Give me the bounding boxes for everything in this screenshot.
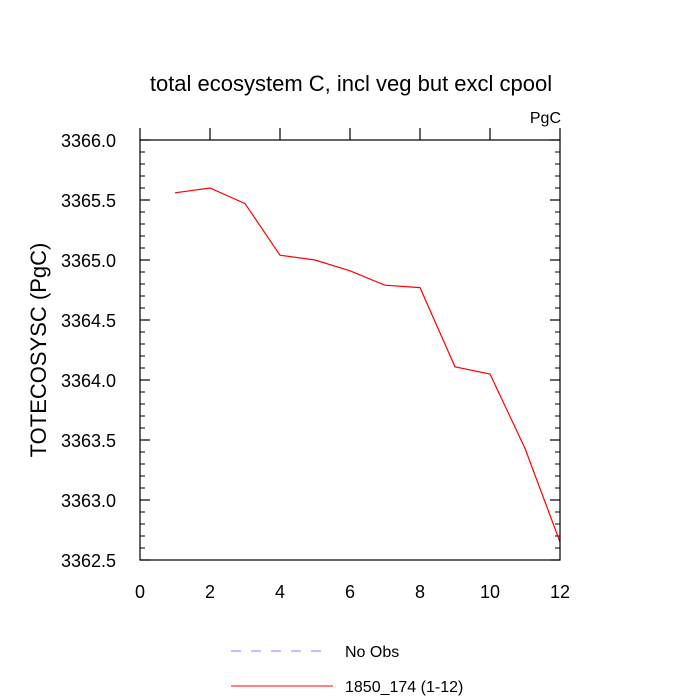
y-ticks bbox=[140, 139, 560, 561]
y-tick-label: 3362.5 bbox=[61, 551, 116, 571]
y-tick-label: 3363.0 bbox=[61, 491, 116, 511]
x-tick-labels: 0 2 4 6 8 10 12 bbox=[135, 582, 570, 602]
y-tick-label: 3365.0 bbox=[61, 251, 116, 271]
y-tick-labels: 3362.5 3363.0 3363.5 3364.0 3364.5 3365.0 3365… bbox=[61, 131, 116, 571]
x-tick-label: 12 bbox=[550, 582, 570, 602]
y-tick-label: 3363.5 bbox=[61, 431, 116, 451]
series-line-1 bbox=[174, 187, 561, 543]
units-label: PgC bbox=[530, 110, 561, 127]
legend-label-0: No Obs bbox=[345, 644, 399, 661]
x-ticks bbox=[139, 128, 561, 140]
x-tick-label: 0 bbox=[135, 582, 145, 602]
x-tick-label: 10 bbox=[480, 582, 500, 602]
legend: No Obs 1850_174 (1-12) bbox=[231, 644, 463, 696]
y-tick-label: 3366.0 bbox=[61, 131, 116, 151]
x-tick-label: 4 bbox=[275, 582, 285, 602]
y-tick-label: 3364.5 bbox=[61, 311, 116, 331]
y-axis-label: TOTECOSYSC (PgC) bbox=[26, 243, 51, 458]
chart-title: total ecosystem C, incl veg but excl cpo… bbox=[150, 71, 552, 96]
y-tick-label: 3365.5 bbox=[61, 191, 116, 211]
series-layer bbox=[174, 187, 561, 543]
y-tick-label: 3364.0 bbox=[61, 371, 116, 391]
x-tick-label: 8 bbox=[415, 582, 425, 602]
x-tick-label: 6 bbox=[345, 582, 355, 602]
x-tick-label: 2 bbox=[205, 582, 215, 602]
plot-frame bbox=[139, 139, 561, 561]
legend-label-1: 1850_174 (1-12) bbox=[345, 679, 463, 696]
